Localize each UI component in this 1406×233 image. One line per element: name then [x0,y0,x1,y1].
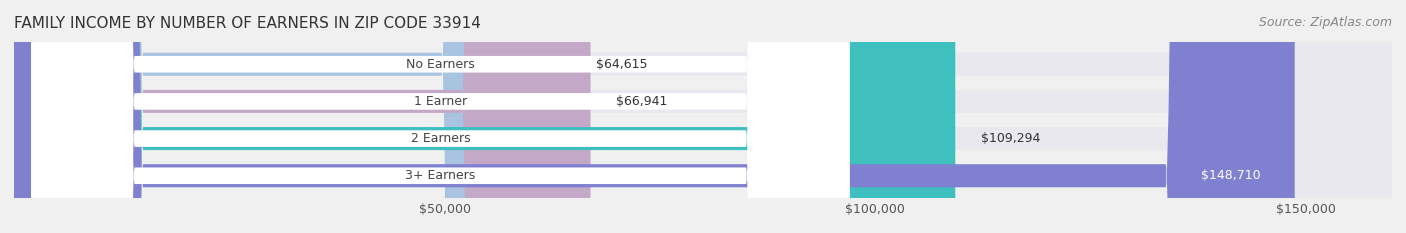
FancyBboxPatch shape [14,0,1392,233]
FancyBboxPatch shape [14,0,591,233]
Text: $66,941: $66,941 [616,95,668,108]
Text: $148,710: $148,710 [1201,169,1260,182]
FancyBboxPatch shape [14,0,1392,233]
FancyBboxPatch shape [31,0,849,233]
FancyBboxPatch shape [14,0,1392,233]
FancyBboxPatch shape [14,0,1295,233]
Text: $109,294: $109,294 [981,132,1040,145]
FancyBboxPatch shape [31,0,849,233]
Text: Source: ZipAtlas.com: Source: ZipAtlas.com [1258,16,1392,29]
Text: $64,615: $64,615 [596,58,648,71]
FancyBboxPatch shape [31,0,849,233]
Text: No Earners: No Earners [406,58,475,71]
Text: FAMILY INCOME BY NUMBER OF EARNERS IN ZIP CODE 33914: FAMILY INCOME BY NUMBER OF EARNERS IN ZI… [14,16,481,31]
FancyBboxPatch shape [14,0,1392,233]
FancyBboxPatch shape [31,0,849,233]
FancyBboxPatch shape [14,0,571,233]
FancyBboxPatch shape [14,0,955,233]
Text: 1 Earner: 1 Earner [413,95,467,108]
Text: 2 Earners: 2 Earners [411,132,470,145]
Text: 3+ Earners: 3+ Earners [405,169,475,182]
